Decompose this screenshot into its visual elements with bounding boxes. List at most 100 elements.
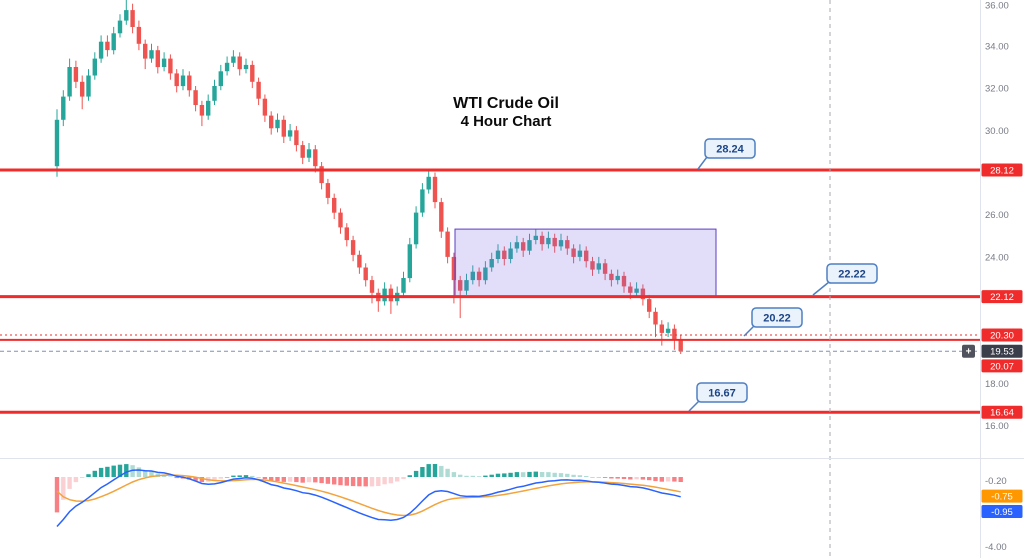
candle-body <box>174 73 179 87</box>
macd-histogram-bar <box>218 477 223 479</box>
candle-body <box>363 267 368 281</box>
price-callout[interactable]: 22.22 <box>812 263 878 296</box>
price-callout[interactable]: 20.22 <box>743 307 803 337</box>
price-callout[interactable]: 16.67 <box>688 382 748 412</box>
macd-histogram-bar <box>67 477 72 489</box>
candle-body <box>413 212 419 245</box>
candle-body <box>130 10 135 27</box>
macd-histogram-bar <box>577 475 583 477</box>
candle-body <box>105 41 110 51</box>
macd-histogram-bar <box>350 477 356 487</box>
macd-histogram-bar <box>80 477 85 478</box>
candle-body <box>615 275 620 281</box>
macd-histogram-bar <box>111 465 116 477</box>
candle-body <box>571 248 576 257</box>
axis-tick-label: -4.00 <box>985 542 1007 553</box>
macd-histogram-bar <box>86 474 91 477</box>
macd-histogram-bar <box>237 475 242 477</box>
candle-body <box>546 237 551 245</box>
macd-histogram-bar <box>483 475 488 477</box>
candle-body <box>187 75 192 91</box>
candle-body <box>489 259 494 268</box>
macd-histogram-bar <box>306 477 312 483</box>
macd-histogram-bar <box>338 477 343 486</box>
macd-histogram-bar <box>61 477 66 500</box>
last-price-label-bg <box>981 344 1023 358</box>
level-price-label-bg <box>981 328 1023 342</box>
candle-body <box>67 67 72 97</box>
candlestick-series <box>54 0 683 354</box>
candle-body <box>300 145 305 158</box>
macd-histogram-bar <box>665 477 671 482</box>
macd-histogram-bar <box>382 477 387 485</box>
price-axis[interactable]: 36.00 34.00 32.00 30.00 26.00 24.00 18.00 16.00… <box>980 0 1024 558</box>
candle-body <box>117 20 123 34</box>
candle-body <box>533 235 538 240</box>
candle-body <box>193 90 198 105</box>
macd-histogram-bar <box>640 477 646 480</box>
macd-histogram-bar <box>73 477 79 483</box>
macd-histogram-bar <box>647 477 652 481</box>
macd-histogram-bar <box>363 477 368 487</box>
candle-body <box>98 41 104 59</box>
candle-body <box>609 273 614 281</box>
price-callout[interactable]: 28.24 <box>697 138 756 170</box>
macd-histogram-bar <box>287 477 293 482</box>
axis-background <box>980 0 1024 558</box>
candle-body <box>539 235 545 245</box>
axis-tick-label: 30.00 <box>985 126 1009 137</box>
candle-body <box>92 58 97 76</box>
macd-histogram-bar <box>495 473 501 477</box>
macd-histogram-bar <box>590 477 595 478</box>
candle-body <box>659 324 664 333</box>
candle-body <box>149 50 154 59</box>
macd-histogram-bar <box>413 470 419 477</box>
macd-histogram-bar <box>584 476 589 477</box>
candle-body <box>224 62 230 72</box>
axis-tick-label: 36.00 <box>985 1 1009 12</box>
macd-histogram-bar <box>143 470 148 477</box>
candle-body <box>281 119 286 137</box>
candle-body <box>426 176 431 190</box>
callout-pointer <box>688 400 700 412</box>
candle-body <box>350 240 356 255</box>
macd-signal-value-label-bg <box>981 489 1023 503</box>
macd-histogram-bar <box>294 477 299 483</box>
candle-body <box>262 98 268 116</box>
macd-histogram-bar <box>653 477 658 482</box>
candle-body <box>464 280 469 291</box>
macd-histogram-bar <box>432 464 438 477</box>
candle-body <box>218 71 223 87</box>
macd-histogram-bar <box>451 472 457 477</box>
macd-indicator <box>54 464 683 528</box>
macd-histogram-bar <box>539 472 545 477</box>
level-price-label-bg <box>981 290 1023 304</box>
candle-body <box>382 288 387 302</box>
candle-body <box>199 105 205 116</box>
level-price-label: 28.12 <box>990 166 1014 177</box>
candle-body <box>388 288 394 302</box>
level-price-label: 20.30 <box>990 331 1014 342</box>
callout-pointer <box>743 325 755 337</box>
callout-box <box>751 307 803 328</box>
candle-body <box>458 280 463 291</box>
macd-histogram-bar <box>357 477 362 487</box>
macd-histogram-bar <box>376 477 381 486</box>
macd-histogram-bar <box>168 476 173 477</box>
add-alert-button[interactable]: + <box>962 344 975 358</box>
candle-body <box>61 96 66 120</box>
candle-body <box>231 56 236 63</box>
candle-body <box>369 280 375 293</box>
macd-histogram-bar <box>546 472 551 477</box>
candle-body <box>483 267 488 281</box>
macd-histogram-bar <box>565 473 570 477</box>
candle-body <box>621 275 627 287</box>
candle-body <box>294 130 299 146</box>
candle-body <box>665 328 671 333</box>
macd-histogram-bar <box>319 477 324 484</box>
macd-value-label-bg <box>981 505 1023 518</box>
consolidation-zone-box[interactable] <box>454 228 717 298</box>
candle-body <box>243 64 249 70</box>
macd-histogram-bar <box>508 472 513 477</box>
